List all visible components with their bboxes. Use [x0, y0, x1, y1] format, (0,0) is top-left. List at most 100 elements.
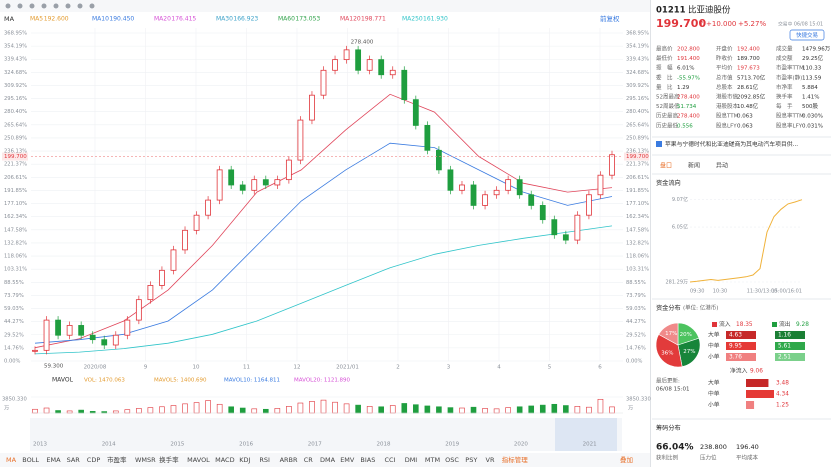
trade-button[interactable]: 快捷交易 [796, 31, 818, 39]
range-slider[interactable] [30, 418, 622, 451]
overlay-button[interactable]: 叠加 [620, 455, 633, 464]
net-row-label: 大单 [708, 379, 720, 387]
price-tag-left-text: 199.700 [4, 154, 27, 160]
out-cell [775, 342, 805, 350]
adjust-button[interactable]: 前复权 [600, 14, 620, 23]
indicator-tab[interactable]: ARBR [280, 456, 298, 464]
y-tick-label-right: 0.00% [626, 359, 643, 365]
trade-button-box[interactable] [789, 29, 825, 41]
high-label: 278.400 [351, 39, 374, 45]
indicator-tab[interactable]: 市盈率 [107, 455, 127, 464]
indicator-tab[interactable]: WMSR [135, 456, 156, 464]
x-tick-label: 10 [193, 365, 200, 371]
candle-body [55, 319, 61, 336]
ma-line [34, 142, 613, 344]
candle-body [193, 214, 200, 231]
fund-y-label: 281.29万 [666, 280, 689, 286]
indicator-tab[interactable]: MA [6, 456, 17, 464]
flow-in-value: 4.63 [729, 333, 742, 339]
candle-body [112, 334, 119, 346]
indicator-tab[interactable]: EMV [340, 456, 355, 464]
indicator-tab[interactable]: DMA [320, 456, 336, 464]
indicator-tab[interactable]: MTM [425, 456, 440, 464]
volume-bar [239, 407, 246, 414]
y-tick-label: 162.34% [4, 214, 27, 220]
tab[interactable]: 盘口 [660, 162, 672, 170]
indicator-tab[interactable]: DMI [405, 456, 418, 464]
net-value: 3.48 [776, 381, 789, 387]
y-tick-label-right: 280.40% [626, 109, 649, 115]
stat-value: 0.063 [737, 123, 753, 129]
y-tick-label: 368.95% [4, 31, 27, 37]
indicator-tab[interactable]: BOLL [22, 456, 39, 464]
change-pct: +5.27% [738, 20, 766, 28]
stat-label: 历史最高 [656, 112, 679, 120]
y-tick-label-right: 132.82% [626, 240, 649, 246]
candle-body [124, 319, 131, 336]
indicator-tab[interactable]: KDJ [239, 456, 250, 464]
volume-bar [182, 403, 188, 414]
stat-label: 总市值 [716, 73, 733, 81]
candle-body [262, 179, 269, 186]
stat-value: 29.25亿 [802, 54, 824, 62]
range-window[interactable] [555, 418, 617, 451]
slider-year: 2013 [33, 442, 47, 448]
in-label: 流入 [719, 320, 731, 328]
indicator-tab[interactable]: CCI [385, 456, 396, 464]
stat-label: 开盘价 [716, 45, 733, 53]
indicator-tab[interactable]: CDP [87, 456, 101, 464]
stat-value: 0.030% [802, 114, 823, 120]
candle-body [135, 299, 142, 321]
indicator-tab[interactable]: SAR [67, 456, 81, 464]
indicator-tab[interactable]: 指标管理 [502, 455, 529, 464]
x-tick-label: 4 [497, 365, 501, 371]
indicator-tab[interactable]: OSC [445, 456, 459, 464]
volume-axis-label: 3850.330 [2, 397, 27, 403]
news-headline[interactable]: 苹果与宁德时代和比亚迪磋商为其电动汽车项目供... [665, 140, 798, 148]
y-tick-label: 73.79% [4, 293, 24, 299]
candle-body [562, 234, 569, 241]
pie-slice [677, 337, 701, 367]
stat-value: 278.400 [677, 114, 700, 120]
candle-body [274, 179, 281, 186]
chip-label: 压力位 [700, 454, 717, 462]
tab[interactable]: 新闻 [688, 162, 700, 170]
y-tick-label: 44.27% [4, 319, 24, 325]
tab[interactable]: 异动 [716, 163, 728, 170]
volume-item: MAVOL10: 1164.811 [224, 378, 280, 384]
y-tick-label-right: 73.79% [626, 293, 646, 299]
stat-value: 6.01% [677, 66, 694, 72]
volume-bar [159, 406, 165, 414]
volume-bar [436, 406, 442, 414]
indicator-tab[interactable]: BIAS [360, 456, 375, 464]
candle-body [205, 199, 212, 216]
candle-body [297, 119, 304, 161]
indicator-tab[interactable]: 换手率 [159, 455, 179, 464]
candle-body [493, 189, 500, 196]
candle-body [539, 205, 546, 221]
volume-item: VOL: 1470.063 [84, 378, 125, 384]
in-cell [726, 342, 756, 350]
indicator-tab[interactable]: RSI [259, 456, 270, 464]
updated-label: 最后更新: [656, 377, 680, 385]
stat-value: 1479.96万 [802, 46, 831, 53]
volume-bar [366, 406, 373, 414]
candle-body [309, 94, 315, 121]
indicator-tab[interactable]: VR [486, 456, 495, 464]
stat-value: 189.700 [737, 56, 760, 62]
indicator-tab[interactable]: EMA [46, 456, 61, 464]
candle-body [366, 59, 373, 71]
indicator-tab[interactable]: MACD [215, 456, 234, 464]
pie-slice [658, 322, 679, 346]
slider-year: 2016 [239, 442, 253, 448]
indicator-tab[interactable]: CR [304, 456, 314, 464]
stat-value: 0.063 [737, 114, 753, 120]
distribution-unit: (单位: 亿港币) [683, 304, 718, 312]
stat-label: 振 幅 [656, 64, 673, 72]
stock-code: 01211 [656, 6, 686, 16]
indicator-tab[interactable]: PSY [465, 456, 477, 464]
indicator-tab[interactable]: MAVOL [187, 456, 210, 464]
candle-body [320, 69, 327, 96]
volume-bar [147, 407, 154, 414]
candle-body [170, 249, 177, 271]
